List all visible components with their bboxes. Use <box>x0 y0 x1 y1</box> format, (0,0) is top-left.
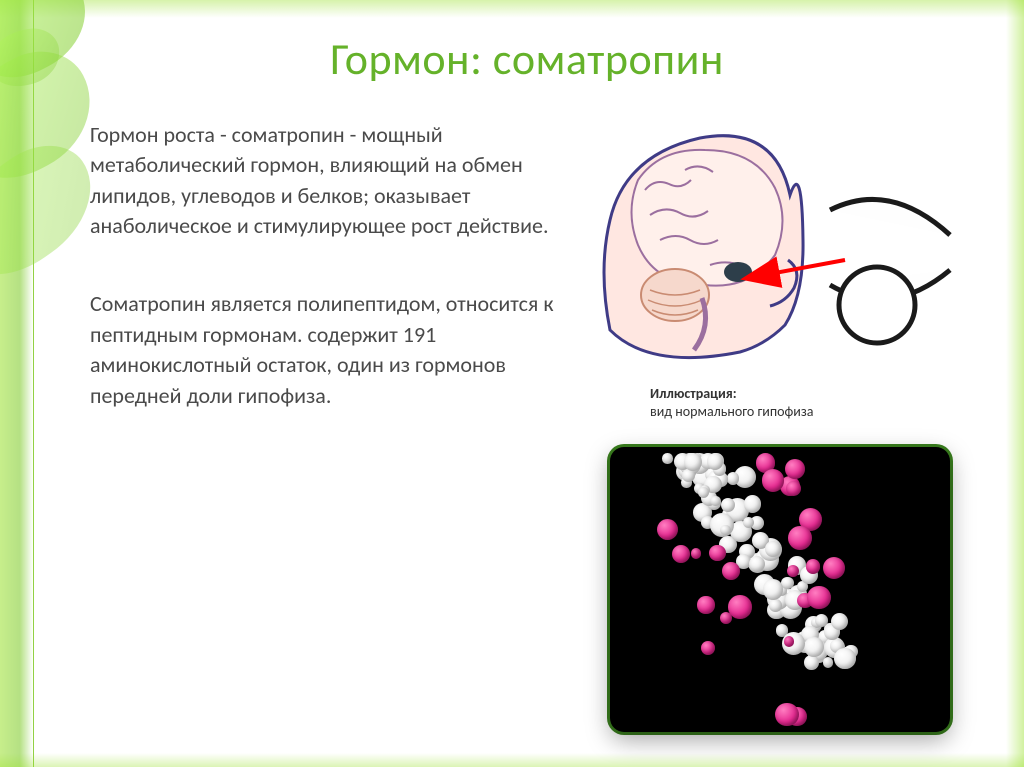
brain-diagram <box>590 120 970 375</box>
decor-bottom <box>0 753 1024 767</box>
brain-caption: Иллюстрация: вид нормального гипофиза <box>650 385 813 421</box>
slide: Гормон: соматропин Гормон роста - соматр… <box>0 0 1024 767</box>
content-columns: Гормон роста - соматропин - мощный метаб… <box>90 120 964 732</box>
caption-text: вид нормального гипофиза <box>650 403 813 420</box>
paragraph-2: Соматропин является полипептидом, относи… <box>90 289 560 410</box>
decor-right <box>1006 0 1024 767</box>
image-column: Иллюстрация: вид нормального гипофиза <box>590 120 970 732</box>
slide-title: Гормон: соматропин <box>90 32 964 86</box>
caption-label: Иллюстрация: <box>650 385 737 402</box>
decor-top <box>0 0 1024 18</box>
text-column: Гормон роста - соматропин - мощный метаб… <box>90 120 560 459</box>
decor-left <box>0 0 34 767</box>
paragraph-1: Гормон роста - соматропин - мощный метаб… <box>90 120 560 241</box>
molecule-figure <box>610 447 950 732</box>
